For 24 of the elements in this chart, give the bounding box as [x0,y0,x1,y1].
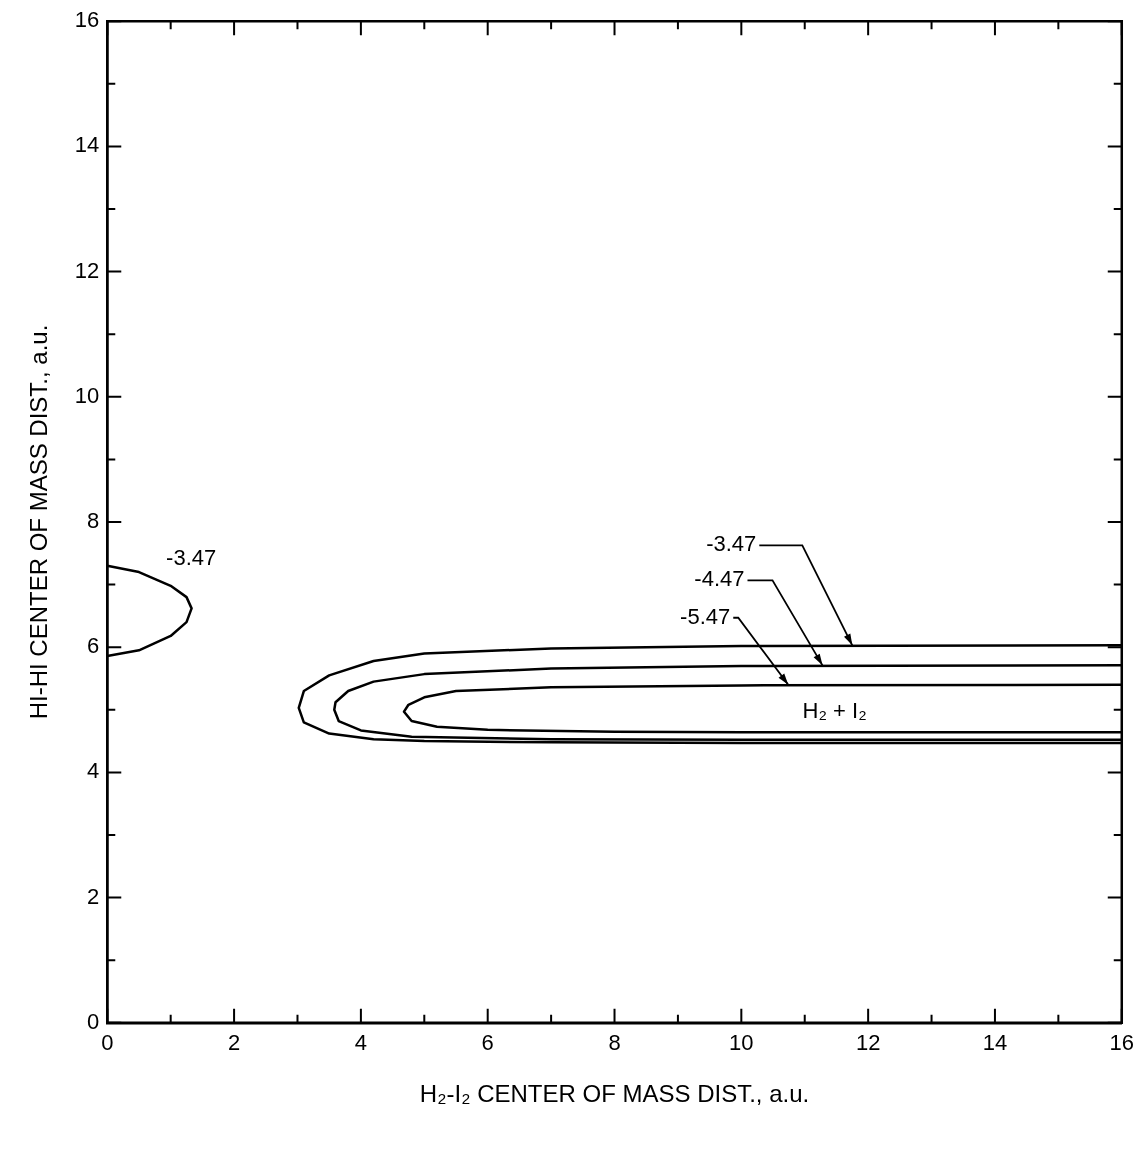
y-tick-label: 10 [74,382,100,408]
y-tick-label: 6 [87,633,100,659]
y-tick-label: 4 [87,758,100,784]
annotation: H₂ + I₂ [802,698,867,724]
x-tick-label: 14 [982,1030,1008,1056]
y-tick-label: 12 [74,257,100,283]
x-tick-label: 16 [1109,1030,1135,1056]
y-tick-label: 2 [87,883,100,909]
x-tick-label: 2 [227,1030,241,1056]
annotation: -3.47 [706,531,757,557]
x-tick-label: 10 [729,1030,754,1056]
annotation: -3.47 [166,545,217,571]
y-axis-title: HI-HI CENTER OF MASS DIST., a.u. [25,324,53,720]
annotation: -5.47 [680,603,731,629]
x-axis-title: H₂-I₂ CENTER OF MASS DIST., a.u. [419,1080,810,1108]
x-tick-label: 12 [855,1030,881,1056]
y-tick-label: 16 [74,7,100,33]
y-tick-label: 14 [74,132,100,158]
annotation: -4.47 [694,566,745,592]
y-tick-label: 8 [87,508,100,534]
y-tick-label: 0 [87,1008,100,1034]
x-tick-label: 8 [608,1030,621,1056]
x-tick-label: 6 [481,1030,494,1056]
x-tick-label: 4 [354,1030,368,1056]
